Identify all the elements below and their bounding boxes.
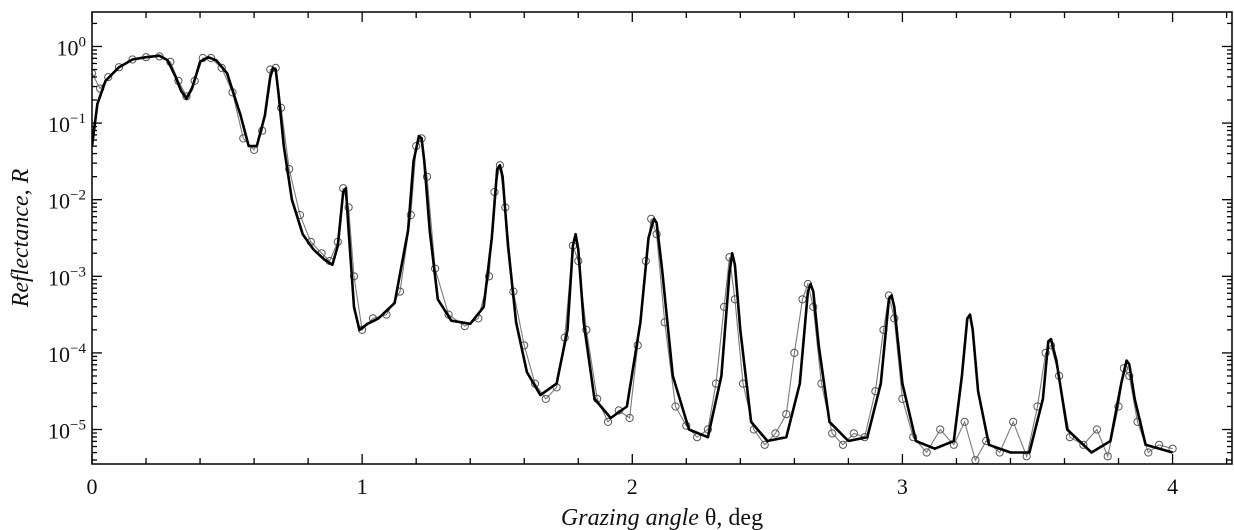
x-tick-label-0: 0: [87, 474, 98, 499]
x-axis-title: Grazing angle θ, deg: [561, 505, 763, 530]
measured-point: [828, 429, 837, 438]
measured-point: [1092, 425, 1102, 434]
axis-ticks: [91, 12, 1232, 464]
measured-point: [104, 73, 113, 82]
y-tick-label-0: 100: [57, 34, 87, 60]
measured-point: [1079, 440, 1088, 449]
measured-point: [625, 413, 634, 423]
measured-point: [838, 440, 848, 449]
measured-point: [671, 402, 680, 411]
plot-area: [92, 52, 1177, 464]
x-tick-labels: 0 1 2 3 4: [87, 474, 1179, 499]
y-tick-label-4: 10−4: [48, 341, 86, 367]
calculated-series-line: [92, 54, 1173, 454]
x-tick-label-2: 2: [627, 474, 638, 499]
measured-point: [1144, 448, 1153, 457]
measured-point: [603, 417, 613, 426]
y-axis-title: Reflectance, R: [8, 168, 34, 308]
measured-point: [782, 410, 791, 419]
y-tick-labels: 100 10−1 10−2 10−3 10−4 10−5: [48, 34, 86, 443]
y-tick-label-2: 10−2: [48, 188, 86, 214]
measured-point: [485, 272, 494, 281]
measured-point: [1103, 452, 1112, 461]
measured-point: [285, 165, 294, 174]
measured-point: [790, 348, 799, 357]
measured-point: [1009, 417, 1018, 426]
measured-series-line: [92, 55, 1173, 462]
y-tick-label-3: 10−3: [48, 264, 86, 290]
measured-point: [114, 63, 124, 72]
measured-point: [760, 440, 769, 449]
measured-point: [922, 448, 931, 457]
measured-point: [849, 429, 858, 438]
measured-point: [541, 394, 550, 403]
x-tick-label-4: 4: [1167, 474, 1178, 499]
plot-frame: [91, 11, 1233, 465]
x-tick-label-3: 3: [897, 474, 908, 499]
measured-point: [182, 92, 191, 101]
measured-point: [349, 272, 359, 281]
y-tick-label-1: 10−1: [48, 111, 86, 137]
measured-point: [217, 63, 226, 73]
y-tick-label-5: 10−5: [48, 418, 86, 444]
x-tick-label-1: 1: [357, 474, 368, 499]
measured-point: [960, 417, 969, 426]
measured-point: [936, 425, 945, 434]
measured-point: [771, 429, 780, 438]
